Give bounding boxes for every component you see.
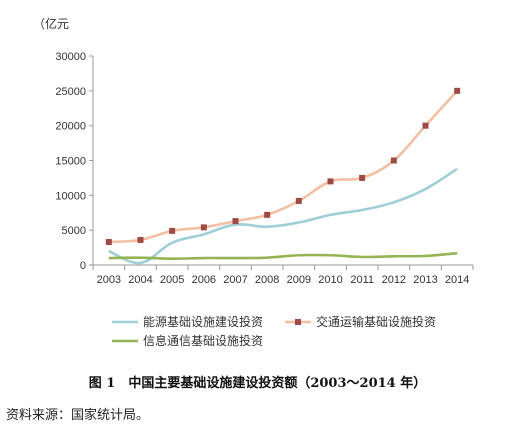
y-axis: 0 5000 10000 15000 20000 25000 30000 — [55, 51, 94, 272]
y-tick-label: 20000 — [55, 121, 86, 133]
legend-label: 交通运输基础设施投资 — [316, 314, 436, 329]
x-tick-label: 2009 — [287, 274, 311, 286]
data-point-marker — [169, 227, 176, 234]
x-tick-label: 2010 — [318, 274, 342, 286]
data-point-marker — [200, 224, 207, 231]
y-tick-label: 10000 — [55, 190, 86, 202]
series-line-1 — [108, 167, 458, 265]
figure-caption: 图 1 中国主要基础设施建设投资额（2003～2014 年） — [88, 376, 427, 391]
x-tick-label: 2014 — [445, 274, 469, 286]
x-tick-label: 2013 — [413, 274, 437, 286]
legend-marker — [295, 319, 301, 325]
x-tick-label: 2007 — [223, 274, 247, 286]
series-line-2 — [108, 89, 459, 244]
x-tick-label: 2003 — [97, 274, 121, 286]
y-tick-label: 30000 — [55, 51, 86, 63]
data-point-marker — [137, 236, 144, 243]
legend-label: 能源基础设施建设投资 — [143, 314, 263, 329]
data-point-marker — [105, 239, 112, 246]
data-point-marker — [327, 178, 334, 185]
x-tick-label: 2011 — [350, 274, 374, 286]
data-point-marker — [232, 218, 239, 225]
data-point-marker — [390, 157, 397, 164]
y-tick-label: 15000 — [55, 156, 86, 168]
y-tick-label: 5000 — [62, 225, 86, 237]
y-axis-unit-label: （亿元 — [33, 16, 69, 31]
y-tick-label: 0 — [80, 260, 86, 272]
data-point-marker — [422, 122, 429, 129]
y-tick-label: 25000 — [55, 86, 86, 98]
x-tick-label: 2004 — [128, 274, 152, 286]
data-source-note: 资料来源：国家统计局。 — [6, 408, 150, 423]
legend-label: 信息通信基础设施投资 — [143, 333, 263, 348]
x-tick-label: 2008 — [255, 274, 279, 286]
series-line-3 — [108, 251, 458, 261]
data-point-marker — [454, 87, 461, 94]
data-point-marker — [359, 174, 366, 181]
data-point-marker — [264, 211, 271, 218]
series-markers — [105, 87, 461, 246]
x-tick-label: 2012 — [382, 274, 406, 286]
x-axis: 2003 2004 2005 2006 2007 2008 2009 2010 2011 2012… — [92, 264, 474, 286]
x-tick-label: 2006 — [192, 274, 216, 286]
x-tick-label: 2005 — [160, 274, 184, 286]
series-lines — [108, 89, 459, 265]
data-point-marker — [295, 197, 302, 204]
